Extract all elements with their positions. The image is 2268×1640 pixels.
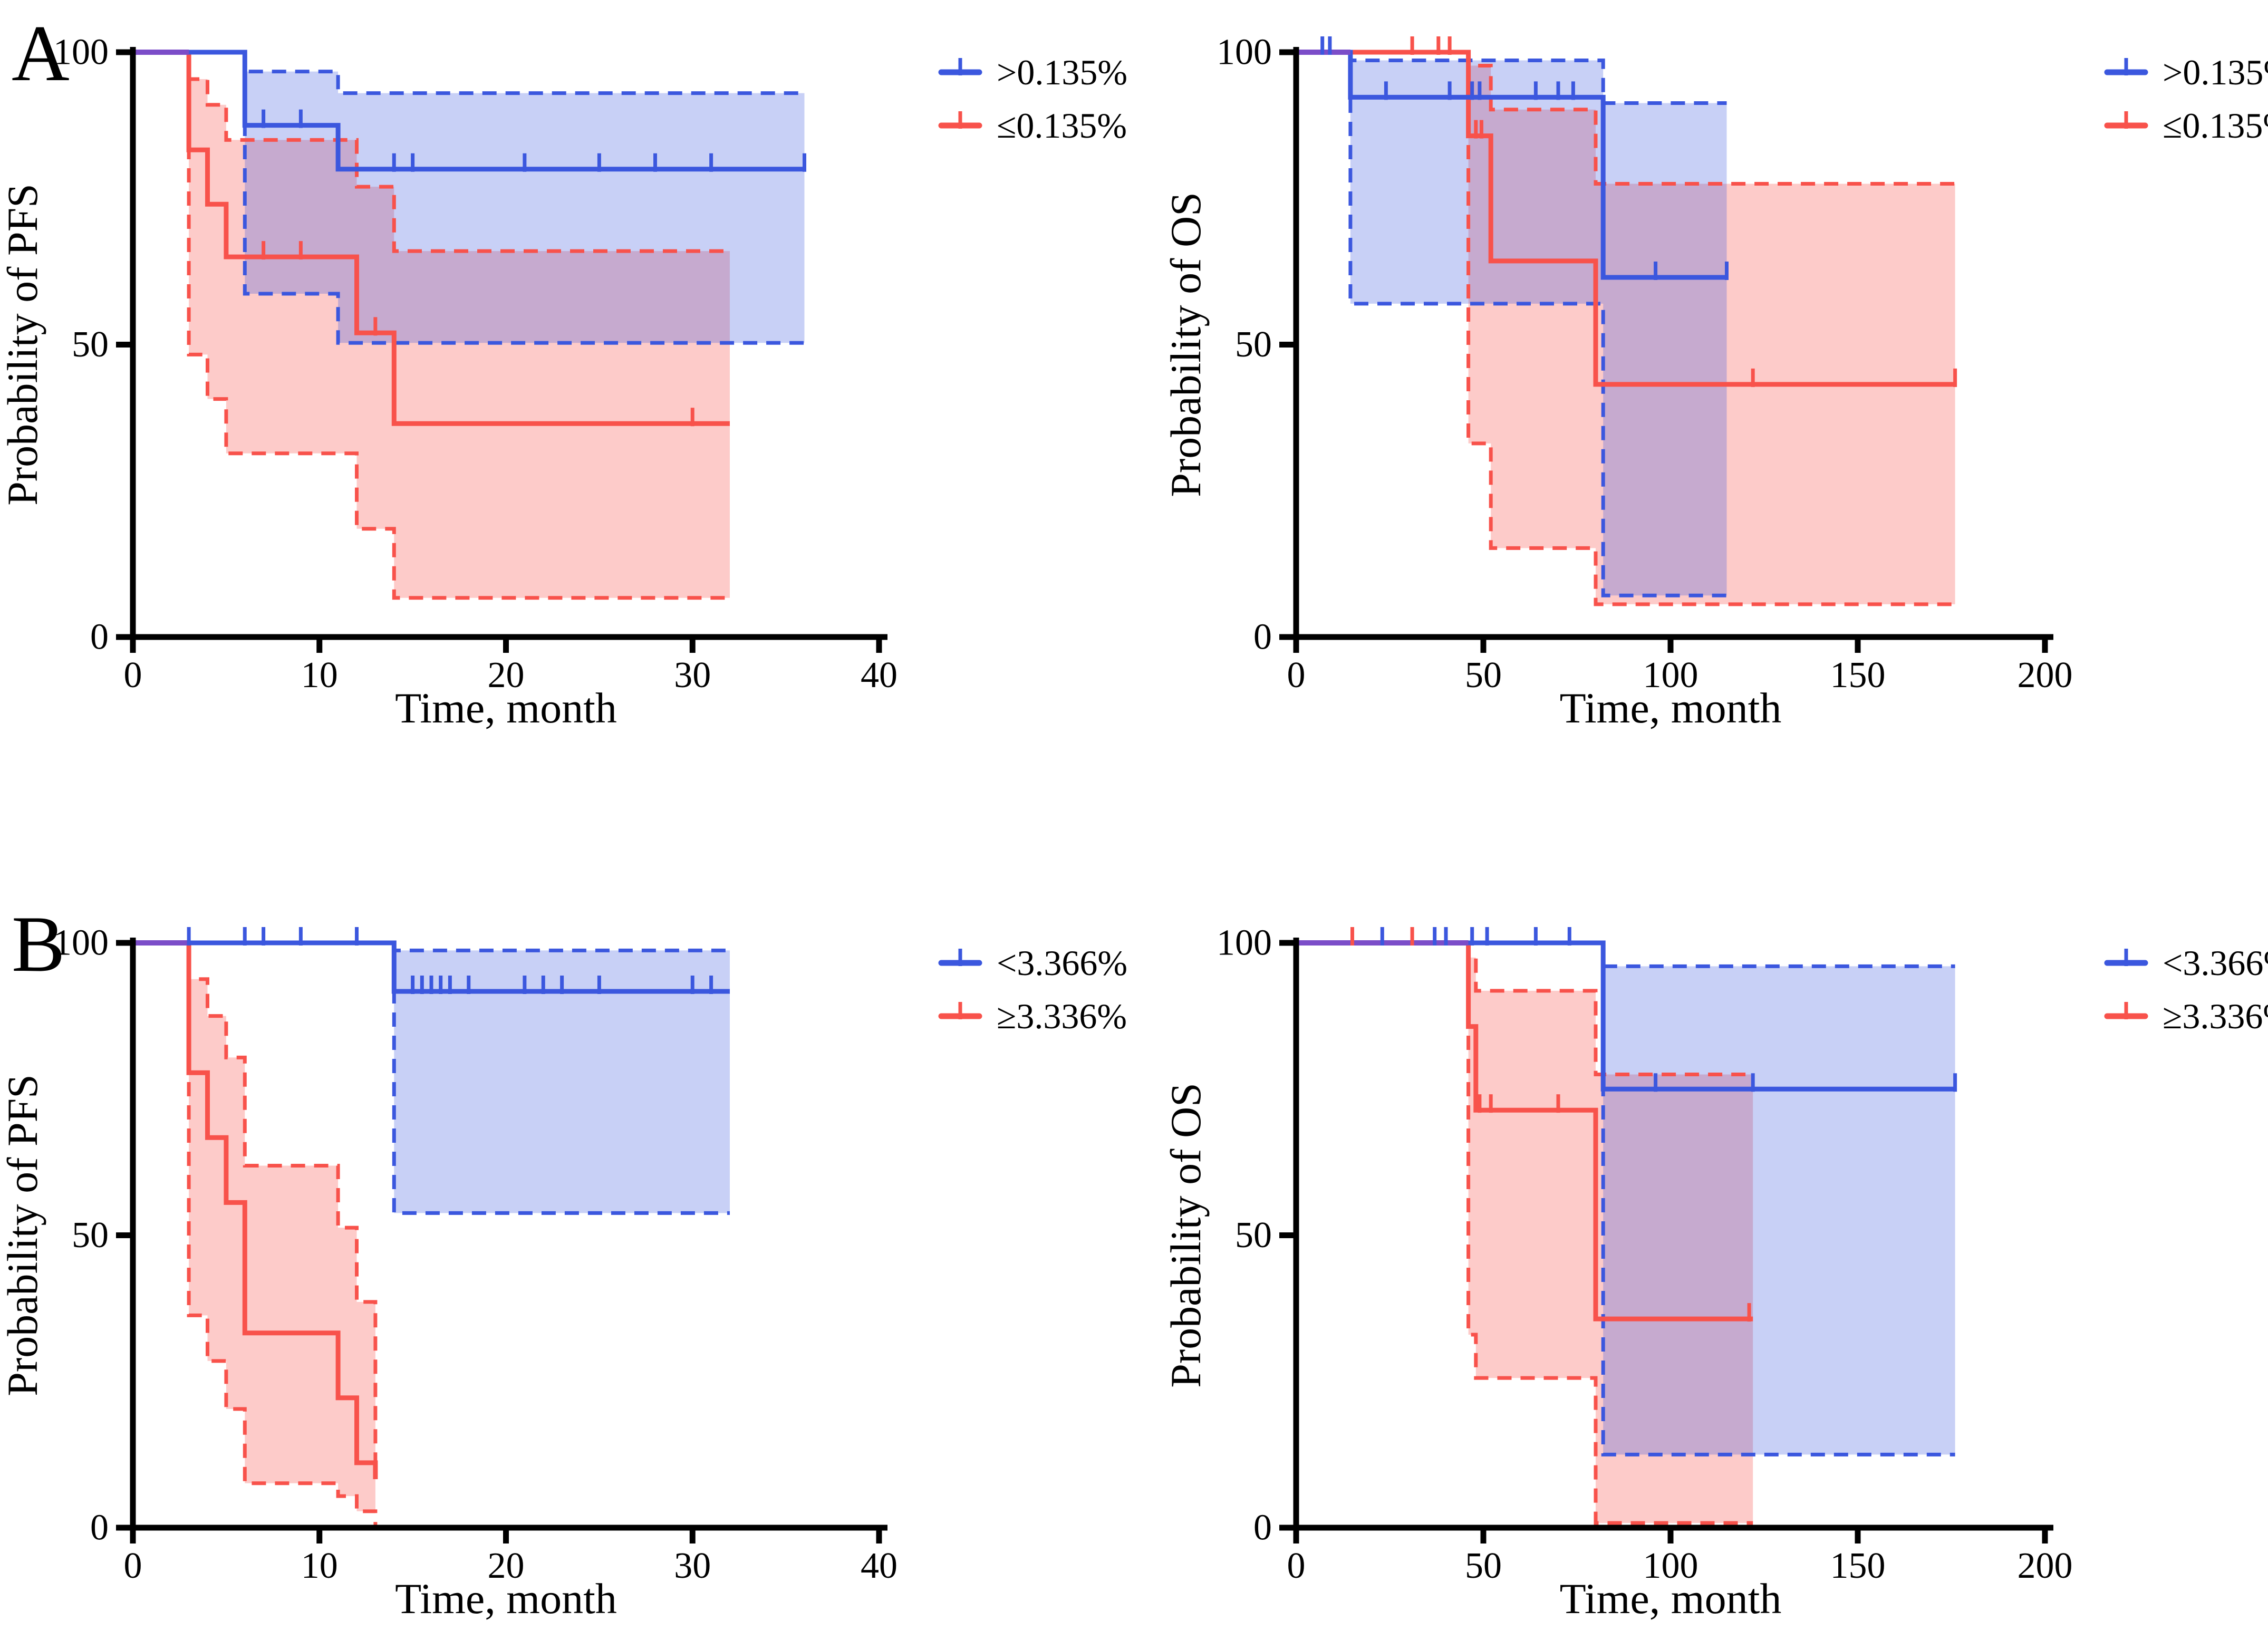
x-tick-label: 0 [1287, 655, 1306, 696]
y-axis-title: Probability of PFS [0, 1074, 46, 1396]
y-tick-label: 0 [1253, 617, 1272, 658]
ci-band-red [189, 52, 730, 598]
y-tick-label: 50 [1235, 1215, 1272, 1256]
ci-band-blue [1603, 943, 1955, 1455]
x-tick-label: 20 [488, 1546, 525, 1586]
ci-lower-red [187, 52, 730, 600]
x-tick-label: 150 [1830, 1546, 1886, 1586]
legend-label: >0.135% [997, 52, 1127, 92]
ci-upper-red [1466, 943, 1753, 1076]
legend-item-red: ≤0.135% [938, 105, 1127, 146]
ci-band-blue [245, 52, 805, 343]
x-axis-title: Time, month [395, 684, 617, 732]
ci-upper-blue [392, 943, 730, 952]
x-tick-label: 100 [1643, 655, 1698, 696]
y-tick-label: 0 [90, 617, 109, 658]
x-tick-label: 50 [1465, 655, 1502, 696]
y-tick-label: 100 [53, 32, 109, 73]
ci-band-blue [394, 943, 730, 1213]
km-curve-blue [133, 50, 805, 172]
y-tick-label: 50 [72, 1215, 109, 1256]
x-tick-label: 40 [861, 655, 897, 696]
legend-label: >0.135% [2163, 52, 2268, 92]
y-tick-label: 0 [1253, 1508, 1272, 1548]
x-tick-label: 10 [301, 1546, 338, 1586]
legend-item-blue: <3.366% [2104, 943, 2268, 983]
km-curve-red [133, 940, 378, 1479]
legend-label: <3.366% [2163, 943, 2268, 983]
km-curve-red [1296, 50, 1955, 387]
x-tick-label: 40 [861, 1546, 897, 1586]
panel-b-left: 0 10 20 30 40 0 50 100 Time, month Probability of… [0, 900, 1127, 1623]
ci-lower-red [1466, 52, 1955, 606]
x-tick-label: 0 [1287, 1546, 1306, 1586]
x-tick-label: 30 [674, 1546, 711, 1586]
y-tick-label: 50 [72, 324, 109, 365]
x-tick-label: 0 [124, 1546, 142, 1586]
y-tick-label: 100 [1217, 32, 1272, 73]
x-tick-label: 10 [301, 655, 338, 696]
legend-label: ≤0.135% [997, 105, 1127, 146]
panel-a-left: 0 10 20 30 40 0 50 100 Time, month Probability of… [0, 9, 1127, 732]
y-tick-label: 50 [1235, 324, 1272, 365]
ci-lower-blue [243, 52, 805, 345]
km-curve-red [1296, 940, 1753, 1321]
legend-item-red: ≥3.336% [938, 996, 1127, 1036]
ci-band-red [189, 943, 375, 1525]
legend-item-blue: <3.366% [938, 943, 1127, 983]
x-tick-label: 30 [674, 655, 711, 696]
legend-item-red: ≥3.336% [2104, 996, 2268, 1036]
ci-lower-blue [392, 943, 730, 1215]
x-tick-label: 200 [2018, 1546, 2073, 1586]
km-curve-red [133, 50, 730, 426]
x-tick-label: 20 [488, 655, 525, 696]
x-axis-title: Time, month [1560, 1575, 1782, 1623]
ci-lower-blue [1601, 943, 1955, 1456]
y-axis-title: Probability of OS [1162, 192, 1210, 497]
panel-letter: A [12, 9, 70, 98]
ci-lower-blue [1348, 52, 1727, 597]
x-tick-label: 150 [1830, 655, 1886, 696]
ci-lower-red [1466, 943, 1753, 1525]
x-tick-label: 200 [2018, 655, 2073, 696]
ci-upper-red [187, 943, 378, 1470]
legend-item-blue: >0.135% [938, 52, 1127, 92]
x-axis-title: Time, month [1560, 684, 1782, 732]
ci-band-blue [1350, 52, 1727, 596]
y-tick-label: 100 [53, 923, 109, 963]
legend-label: <3.366% [997, 943, 1127, 983]
x-tick-label: 50 [1465, 1546, 1502, 1586]
legend-label: ≥3.336% [2163, 996, 2268, 1036]
x-tick-label: 100 [1643, 1546, 1698, 1586]
legend-item-blue: >0.135% [2104, 52, 2268, 92]
ci-upper-blue [1601, 943, 1955, 968]
ci-lower-red [187, 943, 378, 1525]
legend-label: ≤0.135% [2163, 105, 2268, 146]
x-axis-title: Time, month [395, 1575, 617, 1623]
ci-band-red [1468, 52, 1955, 604]
ci-upper-red [187, 52, 730, 253]
legend-label: ≥3.336% [997, 996, 1127, 1036]
y-tick-label: 100 [1217, 923, 1272, 963]
x-tick-label: 0 [124, 655, 142, 696]
y-tick-label: 0 [90, 1508, 109, 1548]
y-axis-title: Probability of OS [1162, 1083, 1210, 1388]
panel-letter: B [12, 900, 65, 988]
y-axis-title: Probability of PFS [0, 184, 46, 506]
legend-item-red: ≤0.135% [2104, 105, 2268, 146]
